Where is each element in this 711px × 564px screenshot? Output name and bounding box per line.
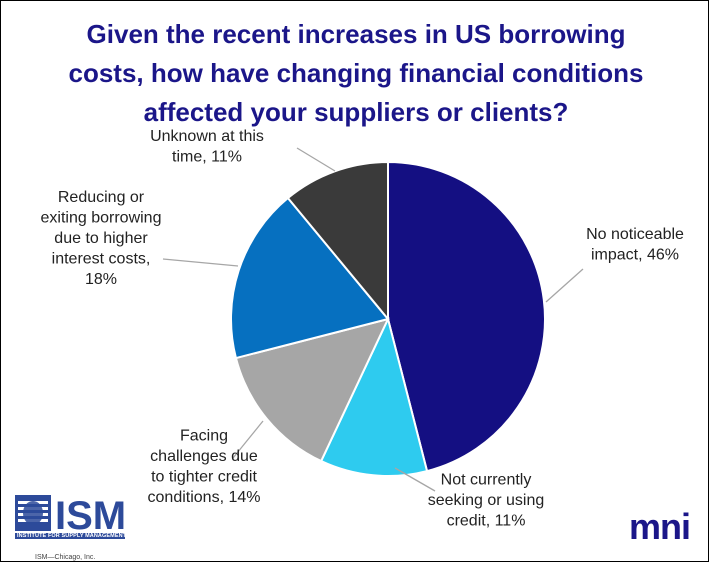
pie-slice-4 <box>230 196 390 360</box>
slice-label-line: to tighter credit <box>151 468 257 485</box>
slice-label-line: Reducing or <box>58 189 145 206</box>
mni-logo: mni <box>629 506 691 547</box>
slice-label-5: Unknown at this time, 11% <box>150 128 264 166</box>
slice-label-line: time, 11% <box>172 148 242 165</box>
leader-line-4 <box>162 258 239 267</box>
slice-label-line: interest costs, <box>52 251 151 268</box>
slice-label-line: 18% <box>85 271 117 288</box>
pie-slice-1 <box>387 160 546 473</box>
ism-wordmark: ISM <box>55 494 125 538</box>
slice-label-line: impact, 46% <box>591 246 679 263</box>
slice-label-line: due to higher <box>54 230 148 247</box>
slice-label-line: credit, 11% <box>447 513 526 530</box>
ism-subtitle: INSTITUTE FOR SUPPLY MANAGEMENT <box>17 533 127 539</box>
pie-slice-3 <box>234 317 390 463</box>
pie-slice-2 <box>319 316 429 477</box>
title-line-1: Given the recent increases in US borrowi… <box>86 19 626 49</box>
leader-line-2 <box>394 467 436 492</box>
slice-label-line: No noticeable <box>586 226 684 243</box>
title-line-2: costs, how have changing financial condi… <box>68 58 644 88</box>
title-line-3: affected your suppliers or clients? <box>143 97 569 127</box>
slice-label-4: Reducing or exiting borrowing due to highe… <box>41 189 162 288</box>
leader-line-5 <box>296 147 336 172</box>
slice-label-line: conditions, 14% <box>148 489 261 506</box>
leader-line-3 <box>232 420 264 459</box>
slice-label-line: Unknown at this <box>150 128 264 145</box>
slice-label-line: Facing <box>180 427 228 444</box>
slice-label-2: Not currently seeking or using credit, 11% <box>428 472 545 530</box>
slice-label-3: Facing challenges due to tighter credit con… <box>148 427 261 506</box>
slice-label-line: Not currently <box>441 472 532 489</box>
pie-slice-5 <box>286 160 389 322</box>
ism-logo: ISM <box>15 494 125 539</box>
chart-title: Given the recent increases in US borrowi… <box>41 15 671 132</box>
slice-label-line: seeking or using <box>428 492 545 509</box>
leader-line-1 <box>545 268 584 303</box>
slice-label-line: challenges due <box>150 448 258 465</box>
ism-globe-icon <box>15 495 51 531</box>
ism-chicago-text: ISM—Chicago, Inc. <box>35 554 96 561</box>
slice-label-1: No noticeable impact, 46% <box>586 226 684 264</box>
slice-label-line: exiting borrowing <box>41 210 162 227</box>
